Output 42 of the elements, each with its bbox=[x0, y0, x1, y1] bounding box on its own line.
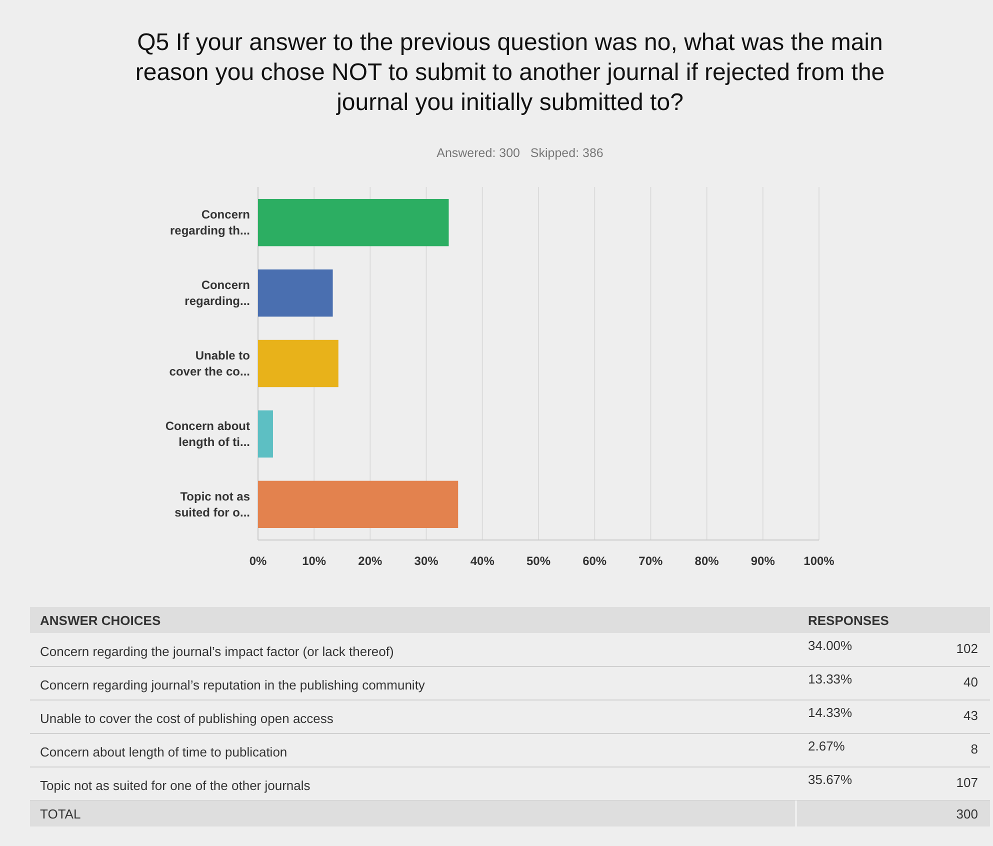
data-label: 40 bbox=[964, 674, 978, 690]
data-label: 102 bbox=[956, 641, 978, 656]
bar bbox=[258, 198, 449, 246]
data-label: 14.33% bbox=[808, 705, 853, 720]
x-tick-label: 20% bbox=[358, 554, 383, 568]
data-label: 13.33% bbox=[808, 672, 853, 686]
x-tick-label: 40% bbox=[470, 554, 495, 568]
x-tick-label: 10% bbox=[302, 554, 326, 568]
category-label: Unable to cover the cost of publishing open access bbox=[40, 711, 334, 726]
bar bbox=[258, 480, 458, 528]
data-label: 34.00% bbox=[808, 638, 853, 653]
bar bbox=[258, 340, 338, 388]
chart-title: Q5 If your answer to the previous question was no, what was the main reason you chose NOT to submit to another journal if rejected from the journal you initially submitted to? bbox=[135, 29, 885, 116]
y-tick-label: Unable to cover the co... bbox=[169, 348, 250, 378]
text: ANSWER CHOICES bbox=[40, 613, 161, 628]
x-tick-label: 50% bbox=[526, 554, 551, 568]
x-tick-label: 80% bbox=[694, 554, 720, 568]
x-tick-label: 60% bbox=[582, 554, 607, 568]
y-tick-label: Topic not as suited for o... bbox=[174, 489, 250, 520]
category-label: Concern regarding journal’s reputation in the publishing community bbox=[40, 678, 426, 692]
chart-subtitle: Answered: 300 Skipped: 386 bbox=[436, 146, 604, 160]
y-tick-label: Concern regarding... bbox=[184, 278, 250, 308]
y-tick-label: Concern regarding th... bbox=[170, 208, 250, 238]
category-label: Concern about length of time to publication bbox=[40, 744, 288, 760]
data-label: 8 bbox=[970, 742, 978, 756]
data-label: 107 bbox=[956, 775, 978, 790]
x-tick-label: 90% bbox=[750, 554, 776, 568]
bar bbox=[258, 410, 273, 458]
text: 300 bbox=[956, 806, 978, 822]
x-tick-label: 30% bbox=[414, 554, 439, 568]
x-tick-label: 70% bbox=[638, 554, 664, 568]
bar bbox=[258, 269, 333, 317]
data-label: 2.67% bbox=[808, 738, 846, 754]
x-tick-label: 100% bbox=[804, 554, 835, 568]
text: RESPONSES bbox=[808, 613, 890, 628]
data-label: 35.67% bbox=[808, 772, 853, 787]
y-tick-label: Concern about length of ti... bbox=[165, 418, 250, 449]
x-tick-label: 0% bbox=[249, 554, 267, 568]
category-label: Concern regarding the journal’s impact factor (or lack thereof) bbox=[40, 644, 394, 659]
data-label: 43 bbox=[964, 708, 978, 723]
category-label: Topic not as suited for one of the other journals bbox=[40, 778, 311, 793]
text: TOTAL bbox=[40, 806, 81, 822]
